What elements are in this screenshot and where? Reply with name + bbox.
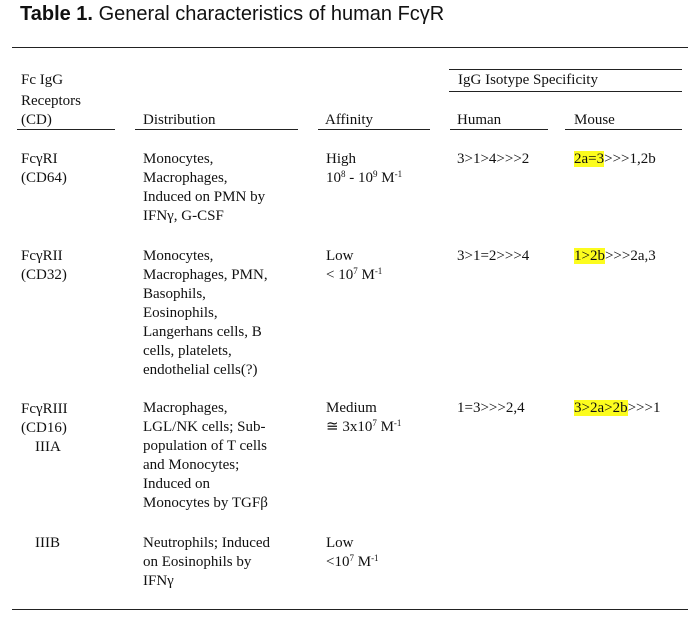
row3-distribution-line3: population of T cells [143, 438, 268, 454]
row2-distribution-line3: Basophils, [143, 286, 206, 302]
row4-distribution-line3: IFNγ [143, 573, 174, 589]
row2-mouse-specificity: 1>2b>>>2a,3 [574, 248, 656, 264]
row2-receptor-name: FcγRII [21, 248, 63, 264]
header-distribution: Distribution [143, 112, 216, 128]
row1-human-specificity: 3>1>4>>>2 [457, 151, 530, 167]
header-mouse: Mouse [574, 112, 615, 128]
header-underline-receptors [17, 129, 115, 130]
row2-mouse-highlight: 1>2b [574, 248, 605, 264]
row1-receptor-name: FcγRI [21, 151, 58, 167]
row3-mouse-highlight: 3>2a>2b [574, 400, 628, 416]
row4-receptor-subtype: IIIB [35, 535, 60, 551]
row2-distribution-line6: cells, platelets, [143, 343, 232, 359]
bottom-rule [12, 609, 688, 610]
row2-distribution-line5: Langerhans cells, B [143, 324, 262, 340]
table-label: Table 1. [20, 3, 93, 25]
row4-affinity-value: <107 M-1 [326, 553, 379, 571]
isotype-group-rule-top [449, 69, 682, 70]
header-human: Human [457, 112, 502, 128]
isotype-group-rule-bottom [449, 91, 682, 92]
row3-receptor-name: FcγRIII [21, 401, 68, 417]
table-title-text: General characteristics of human FcγR [98, 3, 445, 25]
row1-receptor-cd: (CD64) [21, 170, 67, 186]
header-underline-mouse [565, 129, 682, 130]
row1-affinity-level: High [326, 151, 356, 167]
row1-mouse-specificity: 2a=3>>>1,2b [574, 151, 656, 167]
row2-receptor-cd: (CD32) [21, 267, 67, 283]
row4-distribution-line2: on Eosinophils by [143, 554, 252, 570]
row2-affinity-value: < 107 M-1 [326, 266, 383, 284]
header-underline-distribution [135, 129, 298, 130]
row1-distribution-line2: Macrophages, [143, 170, 228, 186]
row3-affinity-level: Medium [326, 400, 377, 416]
row1-distribution-line4: IFNγ, G-CSF [143, 208, 224, 224]
header-isotype-specificity: IgG Isotype Specificity [458, 72, 598, 88]
row3-distribution-line5: Induced on [143, 476, 211, 492]
row3-distribution-line6: Monocytes by TGFβ [143, 495, 268, 511]
row4-distribution-line1: Neutrophils; Induced [143, 535, 271, 551]
row1-distribution-line1: Monocytes, [143, 151, 214, 167]
header-receptors-line2: Receptors [21, 93, 81, 109]
header-underline-human [450, 129, 548, 130]
row2-human-specificity: 3>1=2>>>4 [457, 248, 530, 264]
row3-receptor-cd: (CD16) [21, 420, 67, 436]
row3-affinity-value: ≅ 3x107 M-1 [326, 418, 402, 436]
row3-receptor-subtype: IIIA [35, 439, 61, 455]
row1-affinity-value: 108 - 109 M-1 [326, 169, 403, 187]
row3-distribution-line2: LGL/NK cells; Sub- [143, 419, 266, 435]
row4-affinity-level: Low [326, 535, 354, 551]
header-receptors-line1: Fc IgG [21, 72, 64, 88]
header-underline-affinity [318, 129, 430, 130]
row1-distribution-line3: Induced on PMN by [143, 189, 266, 205]
row3-human-specificity: 1=3>>>2,4 [457, 400, 525, 416]
header-affinity: Affinity [325, 112, 374, 128]
header-receptors-line3: (CD) [21, 112, 52, 128]
row2-distribution-line4: Eosinophils, [143, 305, 218, 321]
row2-affinity-level: Low [326, 248, 354, 264]
row3-distribution-line1: Macrophages, [143, 400, 228, 416]
row2-distribution-line1: Monocytes, [143, 248, 214, 264]
top-rule [12, 47, 688, 48]
table-title: Table 1. General characteristics of huma… [20, 3, 444, 26]
row2-distribution-line2: Macrophages, PMN, [143, 267, 268, 283]
row1-mouse-highlight: 2a=3 [574, 151, 605, 167]
row2-distribution-line7: endothelial cells(?) [143, 362, 258, 378]
row3-distribution-line4: and Monocytes; [143, 457, 240, 473]
row3-mouse-specificity: 3>2a>2b>>>1 [574, 400, 661, 416]
